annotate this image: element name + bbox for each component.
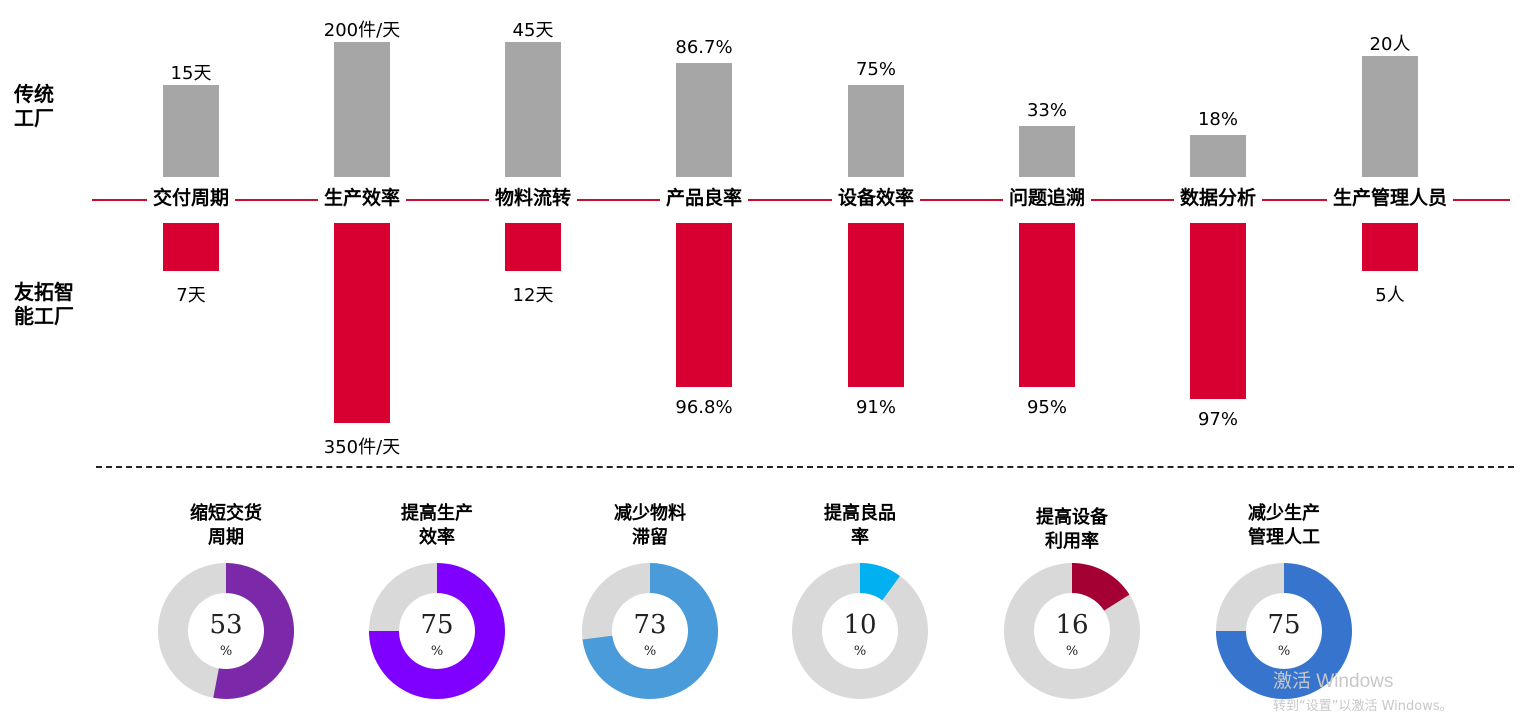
donut-title-line: 提高设备	[1036, 507, 1108, 528]
traditional-bar	[1190, 135, 1246, 177]
traditional-factory-label: 传统 工厂	[14, 82, 54, 130]
donut-title-line: 率	[851, 527, 869, 548]
donut-title-line: 滞留	[632, 527, 668, 548]
donut-title: 提高生产 效率	[362, 502, 512, 550]
traditional-value-label: 200件/天	[323, 20, 401, 41]
smart-bar	[163, 223, 219, 271]
category-label: 产品良率	[659, 184, 749, 212]
donut-title-line: 利用率	[1045, 531, 1099, 552]
donut-value-segment	[369, 563, 505, 699]
smart-value-label: 7天	[176, 285, 206, 306]
donut-track	[791, 563, 928, 700]
donut-title-line: 减少生产	[1248, 503, 1320, 524]
donut-title: 提高设备 利用率	[997, 506, 1147, 554]
traditional-value-label: 20人	[1369, 34, 1411, 55]
smart-value-label: 350件/天	[323, 437, 401, 458]
donut-title: 减少物料 滞留	[575, 502, 725, 550]
donut-unit-label: %	[644, 644, 656, 659]
donut-title: 提高良品率	[785, 502, 935, 550]
donut-value-label: 16	[1055, 610, 1088, 640]
donut-title-line: 减少物料	[614, 503, 686, 524]
donut-value-segment	[1072, 563, 1130, 611]
category-label: 交付周期	[146, 184, 236, 212]
donut-value-label: 75	[420, 610, 453, 640]
smart-bar	[334, 223, 390, 423]
category-axis-line	[92, 199, 1510, 201]
smart-label-line-1: 友拓智	[14, 280, 74, 304]
traditional-value-label: 33%	[1026, 100, 1067, 121]
smart-value-label: 97%	[1197, 409, 1238, 430]
donut-value-label: 75	[1267, 610, 1300, 640]
traditional-bar	[676, 63, 732, 177]
smart-bar	[1190, 223, 1246, 399]
donut-unit-label: %	[220, 644, 232, 659]
donut-title: 缩短交货 周期	[151, 502, 301, 550]
donut-value-label: 53	[209, 610, 242, 640]
category-label: 物料流转	[488, 184, 578, 212]
category-label: 数据分析	[1173, 184, 1263, 212]
windows-activation-watermark: 激活 Windows 转到“设置”以激活 Windows。	[1273, 666, 1453, 714]
watermark-line-2: 转到“设置”以激活 Windows。	[1273, 699, 1453, 714]
traditional-bar	[334, 42, 390, 177]
donut-value-segment	[582, 563, 719, 700]
donut-title-line: 效率	[419, 527, 455, 548]
donut-track	[581, 563, 718, 699]
smart-factory-label: 友拓智 能工厂	[14, 280, 74, 328]
donut-title-line: 缩短交货	[190, 503, 262, 524]
donut-title-line: 提高生产	[401, 503, 473, 524]
traditional-value-label: 86.7%	[675, 37, 733, 58]
donut-value-segment	[213, 563, 295, 700]
category-label: 问题追溯	[1002, 184, 1092, 212]
traditional-bar	[505, 42, 561, 177]
traditional-value-label: 45天	[512, 20, 554, 41]
donut-title-line: 提高良品	[824, 503, 896, 524]
donut-unit-label: %	[431, 644, 443, 659]
traditional-label-line-2: 工厂	[14, 106, 54, 130]
donut-title-line: 周期	[208, 527, 244, 548]
donut-track	[157, 563, 294, 699]
donut-track	[1003, 563, 1140, 699]
donut-value-segment	[860, 563, 900, 601]
section-divider	[96, 466, 1514, 468]
donut-title-line: 管理人工	[1248, 527, 1320, 548]
smart-bar	[676, 223, 732, 387]
watermark-line-1: 激活 Windows	[1273, 671, 1394, 692]
traditional-bar	[163, 85, 219, 177]
donut-unit-label: %	[1066, 644, 1078, 659]
donut-value-label: 10	[843, 610, 876, 640]
smart-bar	[1362, 223, 1418, 271]
category-label: 设备效率	[831, 184, 921, 212]
donut-title: 减少生产 管理人工	[1209, 502, 1359, 550]
category-label: 生产管理人员	[1326, 184, 1454, 212]
traditional-bar	[1362, 56, 1418, 177]
smart-bar	[848, 223, 904, 387]
category-label: 生产效率	[317, 184, 407, 212]
smart-value-label: 96.8%	[675, 397, 733, 418]
traditional-label-line-1: 传统	[14, 82, 54, 106]
smart-value-label: 95%	[1026, 397, 1067, 418]
traditional-bar	[848, 85, 904, 177]
smart-value-label: 91%	[855, 397, 896, 418]
donut-unit-label: %	[1278, 644, 1290, 659]
smart-value-label: 5人	[1375, 285, 1405, 306]
smart-bar	[1019, 223, 1075, 387]
donut-unit-label: %	[854, 644, 866, 659]
smart-label-line-2: 能工厂	[14, 304, 74, 328]
traditional-bar	[1019, 126, 1075, 177]
donut-value-label: 73	[633, 610, 666, 640]
traditional-value-label: 75%	[855, 59, 896, 80]
smart-value-label: 12天	[512, 285, 554, 306]
smart-bar	[505, 223, 561, 271]
donut-track	[368, 563, 505, 699]
traditional-value-label: 18%	[1197, 109, 1238, 130]
traditional-value-label: 15天	[170, 63, 212, 84]
